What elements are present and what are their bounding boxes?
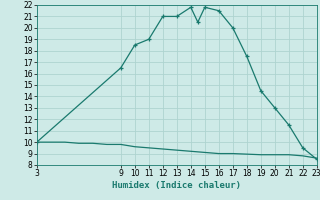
X-axis label: Humidex (Indice chaleur): Humidex (Indice chaleur) xyxy=(112,181,241,190)
